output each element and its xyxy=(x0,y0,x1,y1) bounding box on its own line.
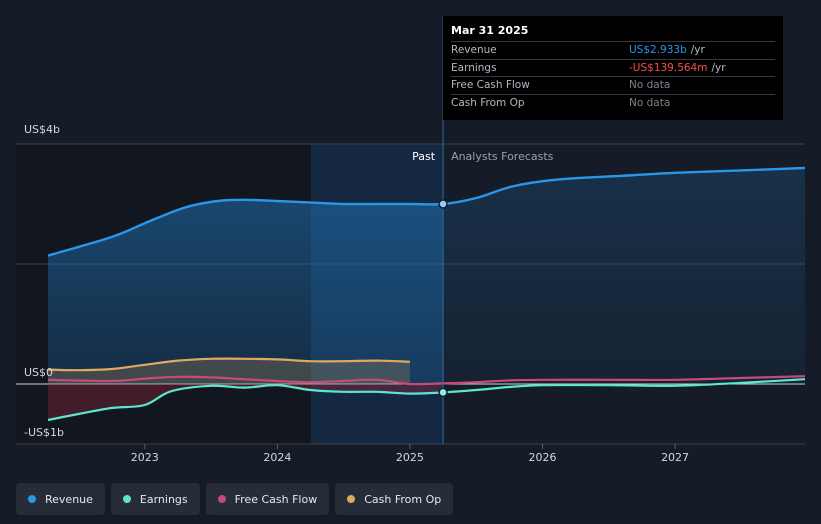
forecast-label: Analysts Forecasts xyxy=(451,150,554,163)
revenue-area-forecast xyxy=(443,168,805,384)
tooltip-row-cash-from-op: Cash From Op No data xyxy=(451,93,775,112)
legend-item-earnings[interactable]: Earnings xyxy=(110,483,200,515)
free-cash-flow-line xyxy=(47,375,806,386)
tooltip-value: No data xyxy=(629,96,671,109)
tooltip-row-revenue: Revenue US$2.933b /yr xyxy=(451,41,775,59)
earnings-line xyxy=(47,378,806,422)
tooltip-value: -US$139.564m xyxy=(629,61,708,74)
x-tick-label: 2026 xyxy=(529,451,557,464)
earnings-area-past xyxy=(48,384,444,420)
revenue-marker xyxy=(438,199,448,209)
x-tick-label: 2024 xyxy=(263,451,291,464)
tooltip-unit: /yr xyxy=(690,44,705,56)
tooltip-unit: /yr xyxy=(711,61,726,74)
legend-dot-icon xyxy=(217,495,226,503)
y-axis-label: US$0 xyxy=(24,366,53,379)
y-axis-label: US$4b xyxy=(24,123,60,136)
cash-from-op-line xyxy=(47,357,410,372)
legend-item-cash-from-op[interactable]: Cash From Op xyxy=(335,483,454,515)
revenue-line xyxy=(47,166,806,257)
x-tick-label: 2027 xyxy=(661,451,689,464)
tooltip-row-free-cash-flow: Free Cash Flow No data xyxy=(451,76,775,94)
tooltip-date: Mar 31 2025 xyxy=(451,24,529,37)
legend-label: Cash From Op xyxy=(364,492,442,506)
legend-item-free-cash-flow[interactable]: Free Cash Flow xyxy=(205,483,330,515)
tooltip-value: No data xyxy=(629,79,671,91)
tooltip-label: Free Cash Flow xyxy=(451,79,530,91)
x-tick-label: 2025 xyxy=(396,451,424,464)
legend: Revenue Earnings Free Cash Flow Cash Fro… xyxy=(16,483,454,515)
tooltip-row-earnings: Earnings -US$139.564m /yr xyxy=(451,58,775,77)
revenue-area-past xyxy=(48,199,444,384)
legend-item-revenue[interactable]: Revenue xyxy=(16,483,105,515)
legend-label: Free Cash Flow xyxy=(234,492,318,506)
x-tick-label: 2023 xyxy=(131,451,159,464)
chart-area: US$4b US$0 -US$1b Past Analysts Forecasts 202… xyxy=(16,16,806,464)
legend-label: Earnings xyxy=(139,492,188,506)
legend-dot-icon xyxy=(122,495,131,503)
tooltip-label: Revenue xyxy=(451,44,497,56)
legend-dot-icon xyxy=(28,495,36,503)
legend-dot-icon xyxy=(347,495,356,503)
tooltip-value: US$2.933b xyxy=(629,44,687,56)
cash-from-op-area xyxy=(48,358,410,384)
tooltip-label: Cash From Op xyxy=(451,96,525,109)
earnings-marker xyxy=(438,387,448,398)
past-label: Past xyxy=(412,150,436,163)
tooltip: Mar 31 2025 Revenue US$2.933b /yr Earnin… xyxy=(443,16,783,120)
legend-label: Revenue xyxy=(45,492,93,506)
y-axis-label: -US$1b xyxy=(24,426,64,439)
tooltip-label: Earnings xyxy=(451,61,497,74)
